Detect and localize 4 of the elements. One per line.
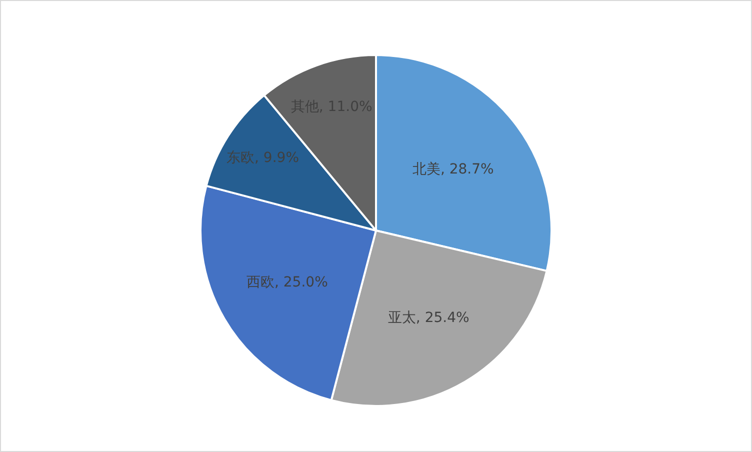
slice-label: 东欧, 9.9% xyxy=(226,150,300,166)
slice-label: 西欧, 25.0% xyxy=(246,274,328,290)
slice-label: 北美, 28.7% xyxy=(412,161,494,178)
slice-label: 亚太, 25.4% xyxy=(388,310,470,326)
